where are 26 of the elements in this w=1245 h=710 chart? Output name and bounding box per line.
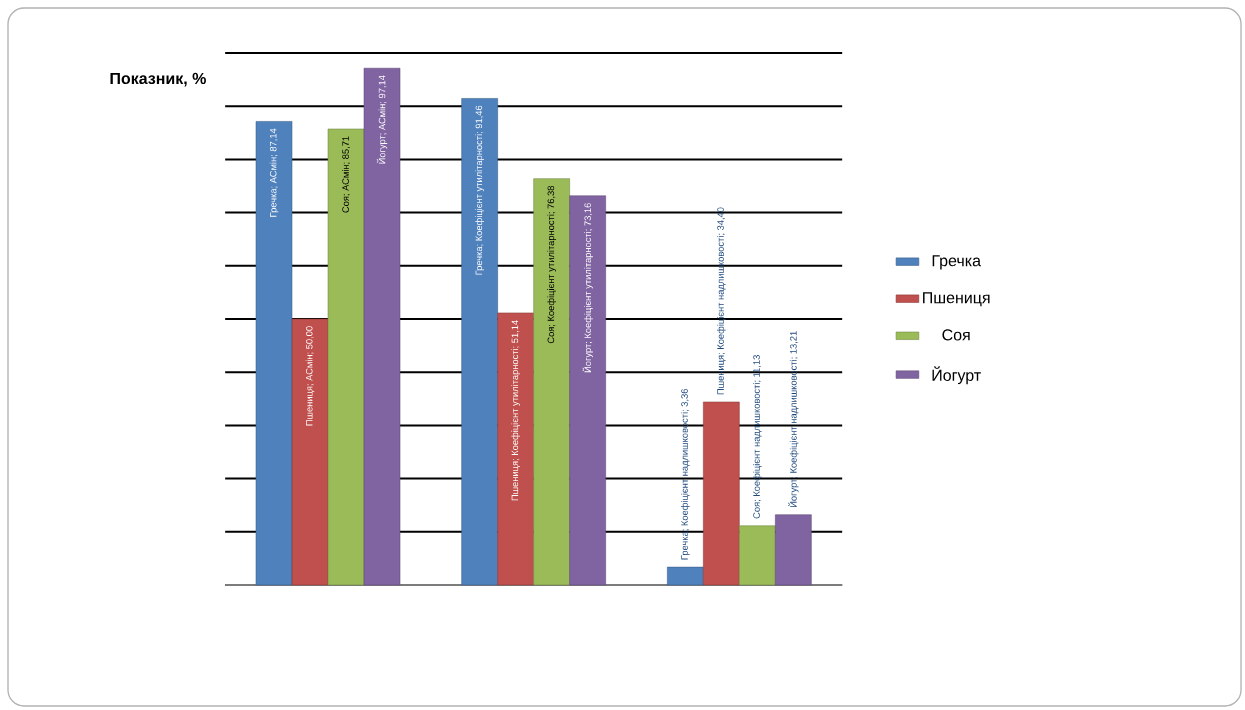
legend-label: Гречка [932,255,981,270]
bar [461,98,498,586]
bar [667,566,704,586]
legend-label: Йогурт [932,366,981,385]
data-label: Йогурт; Коефіцієнт утилітарності; 73,16 [582,203,593,373]
bar [703,401,740,586]
data-label: Пшениця; Коефіцієнт надлишковості; 34,40 [717,207,726,395]
bar [255,121,293,586]
bar [363,67,401,586]
bar [533,178,570,586]
bar [569,195,606,586]
bar [497,312,534,586]
bar [775,514,812,586]
data-label: Гречка; Коефіцієнт утилітарності; 91,46 [475,105,485,275]
data-label: Пшениця; АСмін; 50,00 [305,326,315,426]
y-axis-title: Показник, % [110,72,206,87]
bar [739,525,776,586]
legend-label: Пшениця [923,292,990,307]
bar [291,318,329,586]
data-label: Соя; Коефіцієнт утилітарності; 76,38 [547,185,557,344]
bar [327,128,365,586]
legend-label: Соя [942,329,970,341]
data-label: Соя; АСмін; 85,71 [342,136,350,213]
data-label: Йогурт; АСмін; 97,14 [376,75,388,164]
data-label: Пшениця; Коефіцієнт утилітарності; 51,14 [511,320,521,501]
data-label: Гречка; АСмін; 87,14 [269,128,279,217]
